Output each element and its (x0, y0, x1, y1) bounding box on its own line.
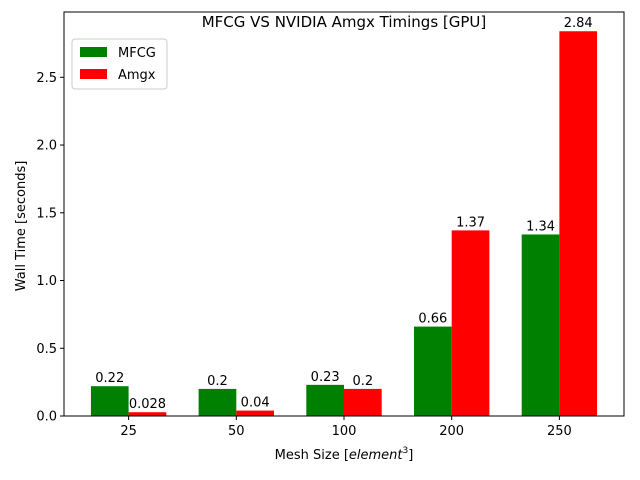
value-label-mfcg-250: 1.34 (526, 219, 555, 234)
value-label-amgx-50: 0.04 (241, 396, 270, 411)
legend-swatch-amgx (80, 69, 107, 79)
value-label-mfcg-200: 0.66 (418, 312, 447, 327)
value-label-mfcg-100: 0.23 (311, 370, 340, 385)
value-label-amgx-250: 2.84 (564, 16, 593, 31)
x-tick-label: 250 (547, 424, 572, 439)
x-tick-label: 25 (120, 424, 137, 439)
y-tick-label: 2.5 (36, 71, 57, 86)
value-label-amgx-25: 0.028 (129, 397, 166, 412)
y-tick-label: 1.0 (36, 274, 57, 289)
bar-amgx-25 (128, 412, 167, 416)
x-axis-label-exponent: 3 (403, 446, 409, 456)
x-axis-label: Mesh Size [element3] (275, 446, 414, 463)
y-tick-label: 1.5 (36, 206, 57, 221)
bar-mfcg-50 (198, 388, 237, 416)
legend-label-mfcg: MFCG (118, 46, 156, 61)
value-labels-layer: 0.22 0.2 0.23 0.66 1.34 0.028 0.04 0.2 1.37 2.84 (95, 16, 592, 412)
value-label-mfcg-50: 0.2 (207, 374, 228, 389)
x-axis-label-suffix: ] (408, 448, 413, 463)
legend-items: MFCG Amgx (80, 46, 156, 83)
x-axis-label-variable: element (349, 448, 404, 463)
bar-mfcg-200 (414, 326, 452, 416)
bar-amgx-250 (559, 31, 598, 417)
legend-label-amgx: Amgx (118, 68, 156, 83)
x-axis-label-prefix: Mesh Size [ (275, 448, 349, 463)
bar-mfcg-100 (306, 384, 344, 416)
value-label-amgx-200: 1.37 (456, 215, 485, 230)
bars-layer (90, 31, 598, 417)
bar-amgx-200 (451, 230, 490, 416)
value-label-amgx-100: 0.2 (353, 374, 374, 389)
x-tick-label: 100 (332, 424, 357, 439)
y-axis-ticks: 0.0 0.5 1.0 1.5 2.0 2.5 (36, 71, 64, 425)
y-tick-label: 2.0 (36, 139, 57, 154)
legend-swatch-mfcg (80, 47, 107, 57)
x-axis-ticks: 25 50 100 200 250 (120, 416, 572, 439)
x-tick-label: 50 (228, 424, 245, 439)
bar-mfcg-250 (521, 234, 560, 416)
y-axis-label: Wall Time [seconds] (14, 161, 29, 292)
value-label-mfcg-25: 0.22 (95, 371, 124, 386)
bar-mfcg-25 (90, 386, 129, 416)
legend: MFCG Amgx (71, 38, 168, 90)
y-tick-label: 0.0 (36, 410, 57, 425)
plot-frame (63, 11, 625, 417)
bar-amgx-50 (236, 410, 274, 416)
x-tick-label: 200 (439, 424, 464, 439)
bar-amgx-100 (344, 388, 382, 416)
chart-title: MFCG VS NVIDIA Amgx Timings [GPU] (202, 13, 487, 31)
y-tick-label: 0.5 (36, 342, 57, 357)
